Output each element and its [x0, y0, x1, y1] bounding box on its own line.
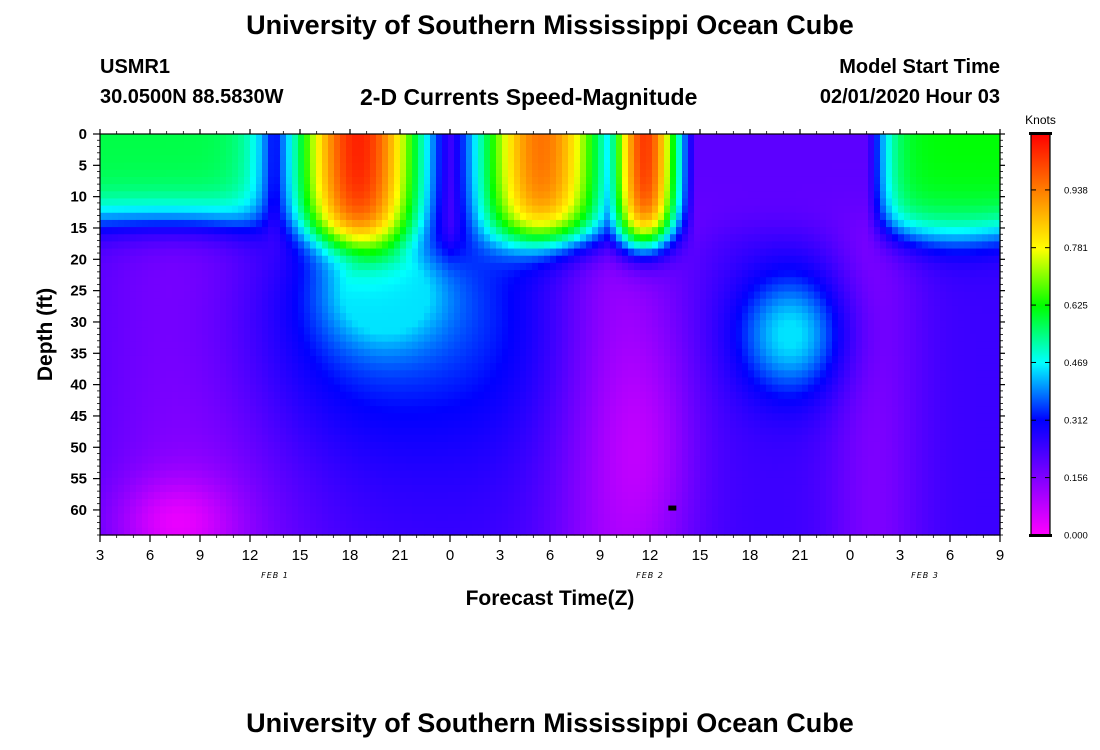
x-tick-label: 6: [546, 547, 554, 564]
y-tick-label: 45: [70, 408, 87, 425]
y-tick-label: 40: [70, 377, 87, 394]
x-tick-label: 21: [792, 547, 809, 564]
x-tick-label: 9: [996, 547, 1004, 564]
model-start-time: 02/01/2020 Hour 03: [819, 86, 1000, 108]
plot-marker: [668, 505, 677, 511]
x-tick-label: 18: [342, 547, 359, 564]
colorbar-tick-label: 0.000: [1064, 531, 1088, 542]
y-tick-label: 55: [70, 471, 87, 488]
colorbar-tick-label: 0.625: [1064, 301, 1088, 312]
colorbar-cap-top: [1029, 132, 1052, 135]
x-tick-label: 15: [692, 547, 709, 564]
footer-title: University of Southern Mississippi Ocean…: [246, 708, 854, 738]
colorbar-tick-label: 0.938: [1064, 185, 1088, 196]
page-title: University of Southern Mississippi Ocean…: [246, 10, 854, 40]
date-label: FEB 3: [911, 571, 939, 580]
station-id: USMR1: [100, 56, 171, 78]
y-tick-label: 60: [70, 502, 87, 519]
x-tick-label: 21: [392, 547, 409, 564]
date-label: FEB 1: [261, 571, 289, 580]
model-start-label: Model Start Time: [839, 56, 1000, 78]
x-tick-label: 3: [496, 547, 504, 564]
x-tick-label: 9: [196, 547, 204, 564]
x-tick-label: 15: [292, 547, 309, 564]
x-tick-label: 9: [596, 547, 604, 564]
x-axis-label: Forecast Time(Z): [466, 587, 635, 610]
y-tick-label: 20: [70, 251, 87, 268]
colorbar-tick-label: 0.312: [1064, 416, 1088, 427]
y-tick-label: 50: [70, 439, 87, 456]
y-tick-label: 30: [70, 314, 87, 331]
y-tick-label: 5: [79, 157, 87, 174]
x-tick-label: 18: [742, 547, 759, 564]
x-tick-label: 12: [642, 547, 659, 564]
y-tick-label: 10: [70, 189, 87, 206]
colorbar-tick-label: 0.156: [1064, 473, 1088, 484]
station-coordinates: 30.0500N 88.5830W: [100, 86, 284, 108]
colorbar-cap-bottom: [1029, 534, 1052, 537]
x-tick-label: 12: [242, 547, 259, 564]
x-tick-label: 0: [446, 547, 454, 564]
y-tick-label: 35: [70, 345, 87, 362]
x-tick-label: 3: [896, 547, 904, 564]
x-tick-label: 0: [846, 547, 854, 564]
colorbar-tick-label: 0.781: [1064, 243, 1088, 254]
x-tick-label: 3: [96, 547, 104, 564]
date-label: FEB 2: [636, 571, 664, 580]
colorbar-tick-label: 0.469: [1064, 358, 1088, 369]
x-tick-label: 6: [946, 547, 954, 564]
y-axis-label: Depth (ft): [34, 288, 57, 381]
colorbar-label: Knots: [1025, 113, 1056, 127]
y-tick-label: 0: [79, 126, 87, 143]
heatmap: [100, 134, 1001, 536]
y-tick-label: 15: [70, 220, 87, 237]
colorbar: [1030, 133, 1051, 536]
y-tick-label: 25: [70, 283, 87, 300]
x-tick-label: 6: [146, 547, 154, 564]
chart-title: 2-D Currents Speed-Magnitude: [360, 84, 698, 110]
